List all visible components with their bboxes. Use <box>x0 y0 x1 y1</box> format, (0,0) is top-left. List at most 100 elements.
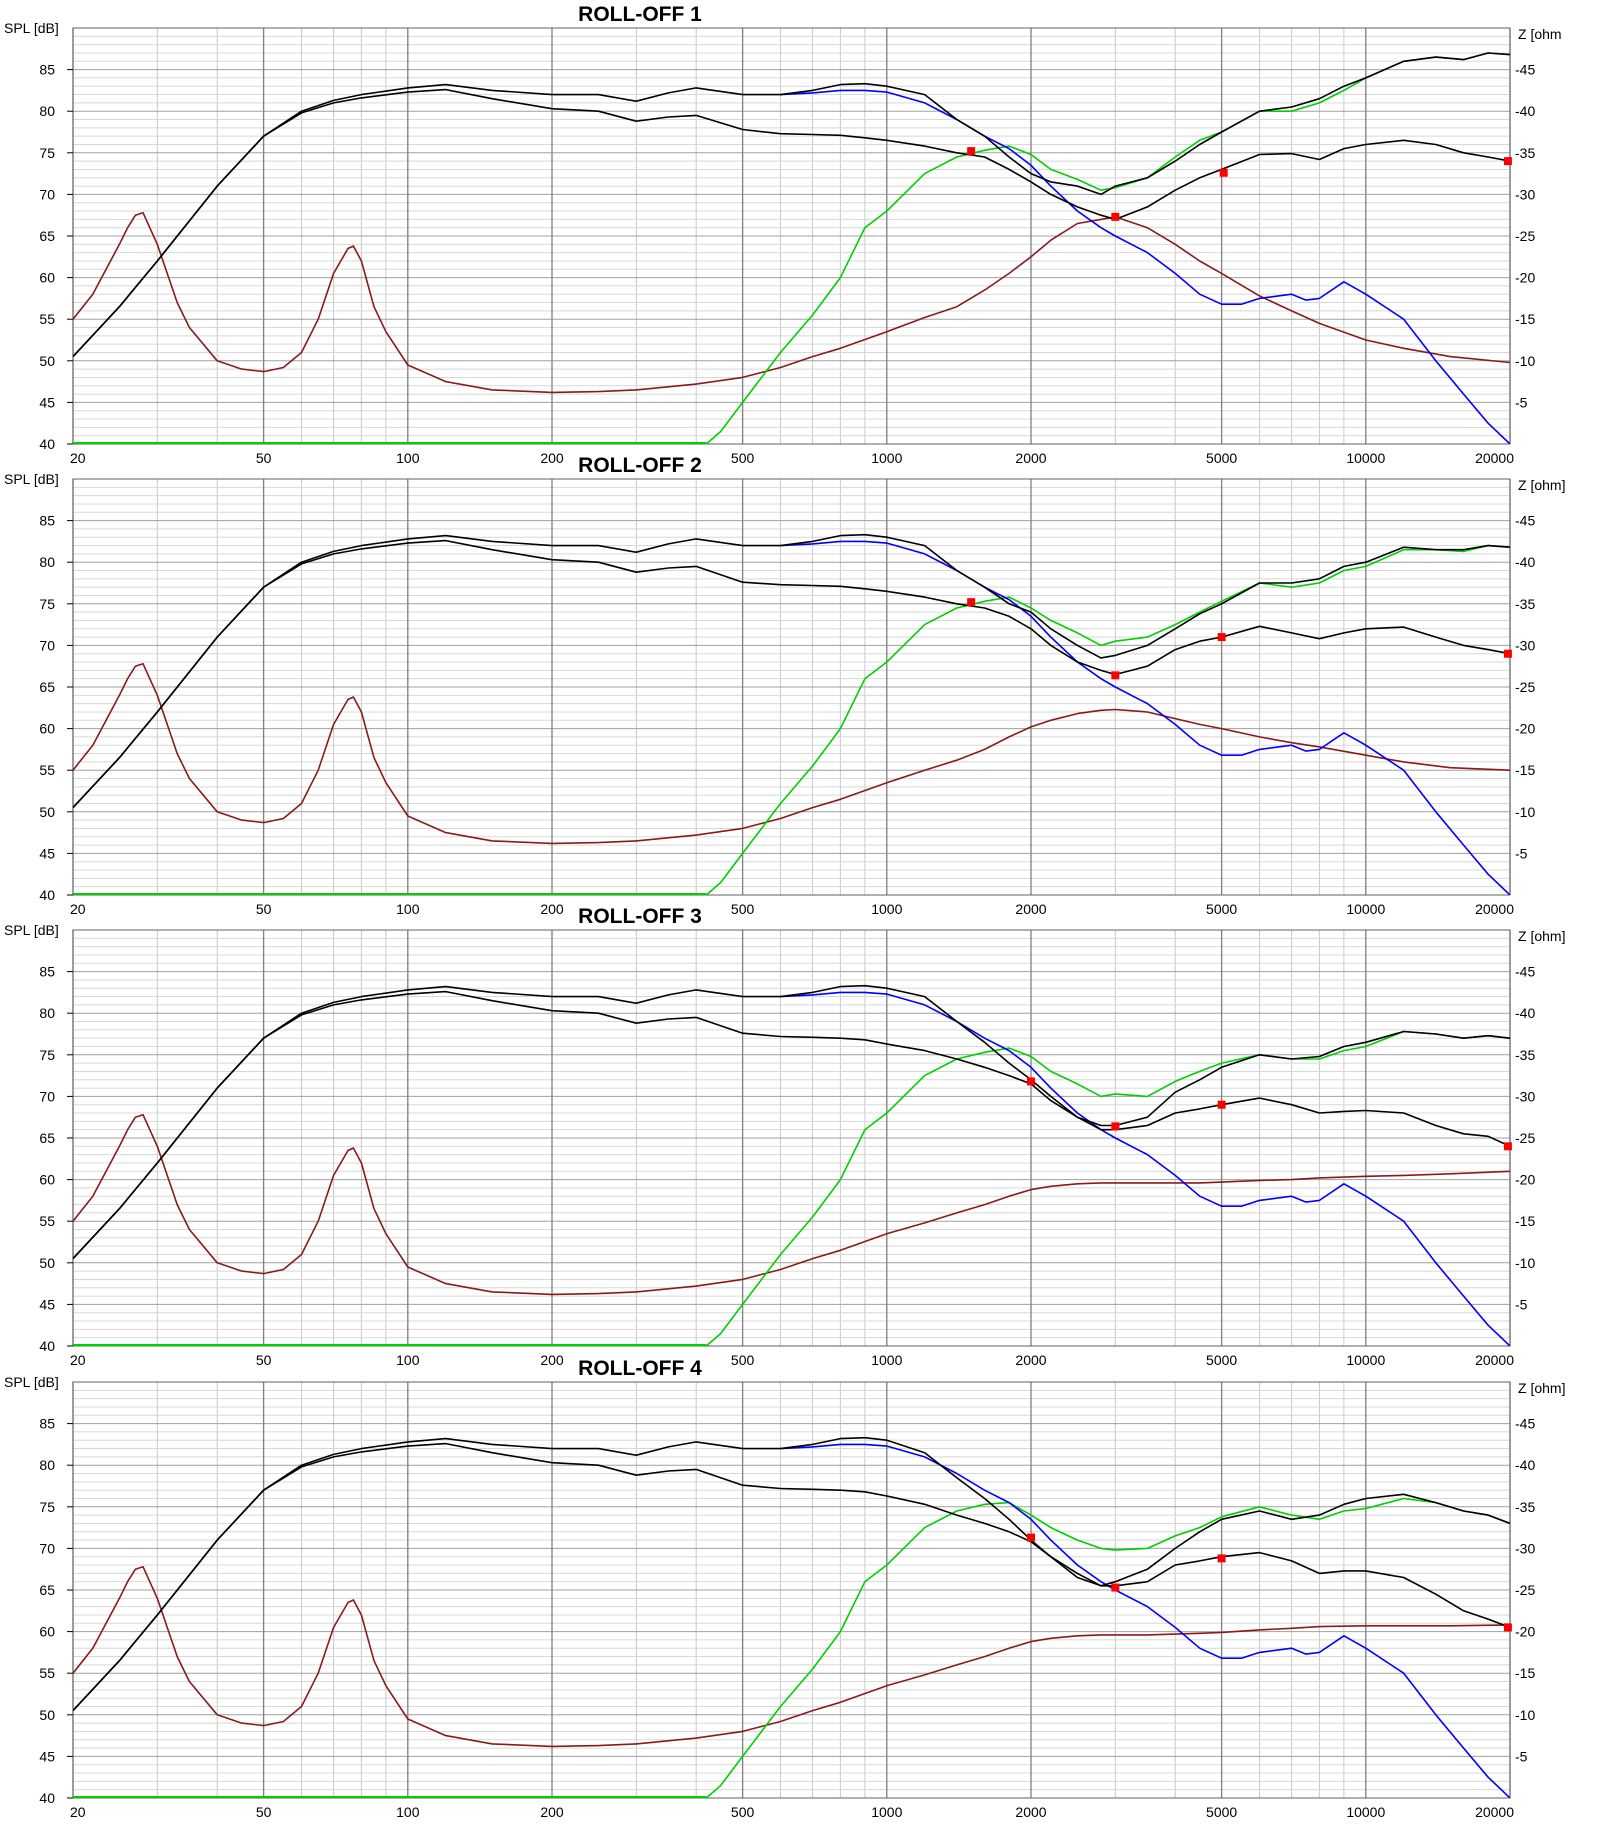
x-tick-label: 50 <box>256 901 272 917</box>
series-group <box>73 533 1510 895</box>
y-tick-label: 70 <box>39 186 55 202</box>
y2-tick-label: -10 <box>1515 1255 1535 1271</box>
marker-point <box>1111 1122 1120 1131</box>
marker-point <box>1503 1142 1512 1151</box>
chart-title: ROLL-OFF 3 <box>578 905 702 928</box>
x-tick-label: 20000 <box>1475 1352 1514 1368</box>
y2-tick-label: -25 <box>1515 679 1535 695</box>
chart-title: ROLL-OFF 1 <box>578 3 702 26</box>
y2-tick-label: -35 <box>1515 596 1535 612</box>
x-tick-label: 200 <box>540 901 564 917</box>
y2-tick-label: -5 <box>1515 845 1528 861</box>
y-axis-title: SPL [dB] <box>4 471 59 487</box>
y-tick-label: 55 <box>39 1213 55 1229</box>
y-tick-label: 50 <box>39 353 55 369</box>
y-tick-label: 85 <box>39 964 55 980</box>
x-tick-label: 50 <box>256 1804 272 1820</box>
y2-tick-label: -15 <box>1515 311 1535 327</box>
chart-title: ROLL-OFF 2 <box>578 454 702 477</box>
x-tick-label: 5000 <box>1206 1804 1237 1820</box>
y-tick-label: 80 <box>39 1457 55 1473</box>
y2-tick-label: -30 <box>1515 1088 1535 1104</box>
x-tick-label: 20000 <box>1475 450 1514 466</box>
y2-tick-label: -15 <box>1515 1213 1535 1229</box>
x-tick-label: 50 <box>256 450 272 466</box>
x-tick-label: 500 <box>731 1804 755 1820</box>
x-tick-label: 200 <box>540 1352 564 1368</box>
x-tick-label: 5000 <box>1206 1352 1237 1368</box>
x-tick-label: 20000 <box>1475 1804 1514 1820</box>
y-tick-label: 65 <box>39 1130 55 1146</box>
x-tick-label: 500 <box>731 901 755 917</box>
y-tick-label: 70 <box>39 1540 55 1556</box>
series-group <box>73 984 1510 1346</box>
y-tick-label: 50 <box>39 1255 55 1271</box>
y-axis-title: SPL [dB] <box>4 1374 59 1390</box>
y2-axis-title: Z [ohm] <box>1518 1380 1565 1396</box>
marker-point <box>967 147 976 156</box>
y-axis-title: SPL [dB] <box>4 20 59 36</box>
chart-panel-3: 40 45 50 55 60 65 70 75 80 85 -5 -10 -15 -20 -25 -30 -35… <box>4 905 1565 1368</box>
y2-tick-label: -35 <box>1515 1047 1535 1063</box>
y-tick-label: 75 <box>39 145 55 161</box>
x-tick-label: 20 <box>70 450 86 466</box>
y2-tick-label: -40 <box>1515 1005 1535 1021</box>
series-line-sum-lower <box>73 539 1510 809</box>
y2-tick-label: -45 <box>1515 62 1535 78</box>
y2-tick-label: -15 <box>1515 1665 1535 1681</box>
series-line-impedance <box>73 662 1510 845</box>
series-group <box>73 52 1510 444</box>
y2-tick-label: -45 <box>1515 513 1535 529</box>
series-line-sum-upper <box>73 52 1510 358</box>
y2-tick-label: -10 <box>1515 1707 1535 1723</box>
y2-tick-label: -20 <box>1515 1172 1535 1188</box>
chart-title: ROLL-OFF 4 <box>578 1357 702 1380</box>
x-tick-label: 1000 <box>871 1352 902 1368</box>
series-line-tweeter <box>705 1030 1510 1346</box>
y-tick-label: 85 <box>39 513 55 529</box>
y-tick-label: 40 <box>39 1338 55 1354</box>
x-tick-label: 2000 <box>1015 901 1046 917</box>
x-tick-label: 2000 <box>1015 1804 1046 1820</box>
x-tick-label: 1000 <box>871 1804 902 1820</box>
y-tick-label: 85 <box>39 1416 55 1432</box>
y-tick-label: 40 <box>39 887 55 903</box>
y-tick-label: 40 <box>39 436 55 452</box>
y-tick-label: 60 <box>39 1624 55 1640</box>
y-tick-label: 55 <box>39 311 55 327</box>
y2-tick-label: -35 <box>1515 145 1535 161</box>
y-tick-label: 65 <box>39 679 55 695</box>
x-tick-label: 20 <box>70 901 86 917</box>
x-tick-label: 100 <box>396 450 420 466</box>
chart-panel-4: 40 45 50 55 60 65 70 75 80 85 -5 -10 -15 -20 -25 -30 -35… <box>4 1357 1565 1820</box>
series-group <box>73 1436 1510 1798</box>
y2-tick-label: -20 <box>1515 721 1535 737</box>
marker-point <box>1217 633 1226 642</box>
y-tick-label: 75 <box>39 1047 55 1063</box>
grid <box>72 479 1511 896</box>
y-tick-label: 45 <box>39 1748 55 1764</box>
y2-tick-label: -25 <box>1515 1582 1535 1598</box>
series-line-sum-lower <box>73 88 1510 358</box>
series-line-tweeter <box>705 544 1510 895</box>
x-tick-label: 500 <box>731 450 755 466</box>
y-tick-label: 45 <box>39 845 55 861</box>
y2-axis-title: Z [ohm] <box>1518 928 1565 944</box>
x-tick-label: 2000 <box>1015 1352 1046 1368</box>
marker-point <box>1111 212 1120 221</box>
x-tick-label: 100 <box>396 901 420 917</box>
marker-point <box>1111 1583 1120 1592</box>
y2-axis-title: Z [ohm] <box>1518 477 1565 493</box>
x-tick-label: 1000 <box>871 450 902 466</box>
y-tick-label: 50 <box>39 1707 55 1723</box>
series-line-woofer <box>780 540 1510 895</box>
y2-tick-label: -10 <box>1515 353 1535 369</box>
x-tick-label: 50 <box>256 1352 272 1368</box>
series-line-sum-lower <box>73 990 1510 1260</box>
x-tick-label: 200 <box>540 450 564 466</box>
x-tick-label: 10000 <box>1346 450 1385 466</box>
series-line-woofer <box>780 991 1510 1346</box>
marker-point <box>1503 1623 1512 1632</box>
y2-tick-label: -40 <box>1515 1457 1535 1473</box>
